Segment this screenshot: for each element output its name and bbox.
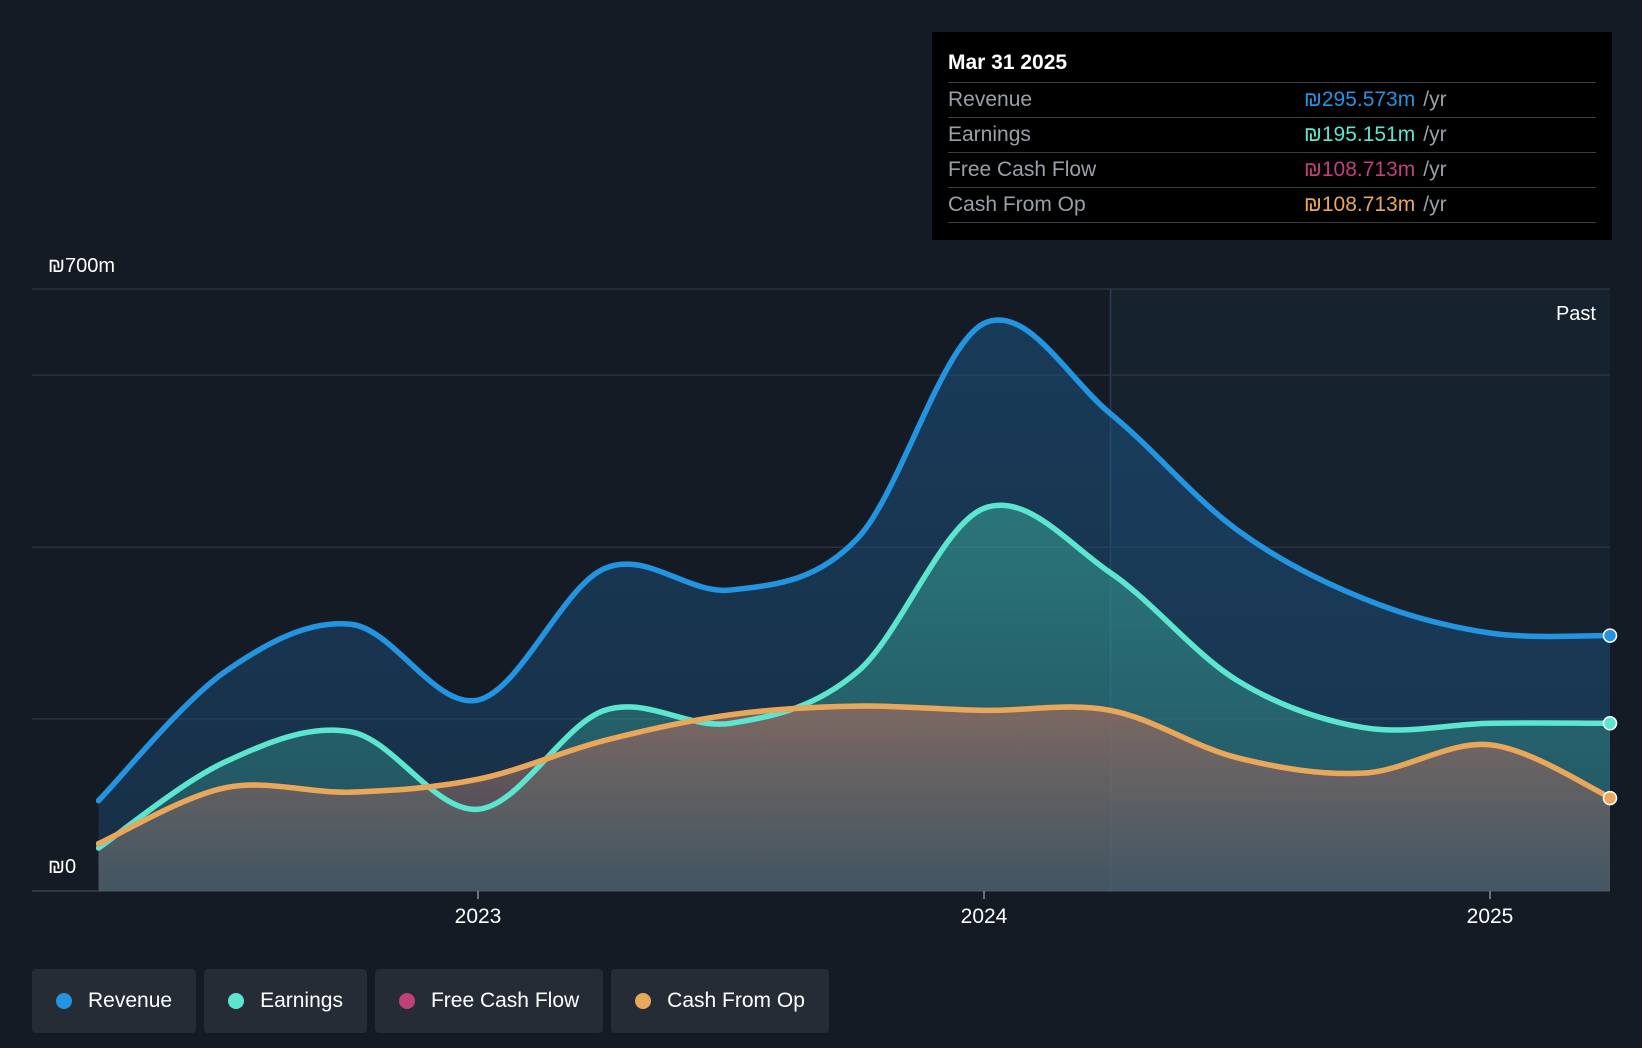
legend-item-revenue[interactable]: Revenue xyxy=(32,969,197,1033)
tooltip-value: ₪108.713m xyxy=(1304,193,1416,216)
legend-item-cash-from-op[interactable]: Cash From Op xyxy=(611,969,829,1033)
line-revenue xyxy=(96,317,1610,804)
endpoint-revenue xyxy=(1602,628,1618,643)
legend-label: Free Cash Flow xyxy=(430,989,580,1012)
past-label: Past xyxy=(1556,303,1596,325)
legend-dot-icon xyxy=(398,993,415,1009)
endpoint-cash-from-op xyxy=(1602,790,1618,806)
tooltip-value: ₪195.151m xyxy=(1304,123,1416,146)
x-tick-label: 2025 xyxy=(1467,905,1514,928)
legend-label: Revenue xyxy=(88,989,173,1012)
tooltip-label: Cash From Op xyxy=(948,193,1086,216)
tooltip-unit: /yr xyxy=(1423,123,1447,146)
line-cash-from-op xyxy=(96,703,1610,847)
chart: 2023 2024 2025 ₪700m ₪0 Past xyxy=(32,255,1618,928)
tooltip-row-revenue: Revenue ₪295.573m/yr xyxy=(948,83,1596,118)
series-areas xyxy=(98,320,1610,891)
tooltip-label: Free Cash Flow xyxy=(948,158,1097,181)
x-tick-label: 2023 xyxy=(455,905,502,928)
legend-item-earnings[interactable]: Earnings xyxy=(204,969,367,1033)
tooltip-value: ₪295.573m xyxy=(1304,88,1416,111)
tooltip-unit: /yr xyxy=(1423,193,1447,216)
tooltip-label: Revenue xyxy=(948,88,1033,111)
legend-label: Earnings xyxy=(260,989,343,1012)
tooltip-date: Mar 31 2025 xyxy=(948,46,1596,83)
tooltip-row-earnings: Earnings ₪195.151m/yr xyxy=(948,118,1596,153)
legend-item-free-cash-flow[interactable]: Free Cash Flow xyxy=(374,969,604,1033)
tooltip-row-free-cash-flow: Free Cash Flow ₪108.713m/yr xyxy=(948,153,1596,188)
legend-label: Cash From Op xyxy=(667,989,805,1012)
tooltip: Mar 31 2025 Revenue ₪295.573m/yr Earning… xyxy=(932,32,1612,240)
legend-dot-icon xyxy=(56,993,72,1009)
x-axis: 2023 2024 2025 xyxy=(455,891,1514,928)
y-axis-bottom-label: ₪0 xyxy=(48,856,76,878)
endpoint-earnings xyxy=(1602,716,1618,731)
tooltip-value: ₪108.713m xyxy=(1304,158,1416,181)
series-endpoints xyxy=(1602,628,1618,806)
line-earnings xyxy=(96,502,1610,851)
x-tick-label: 2024 xyxy=(961,905,1008,928)
y-axis-top-label: ₪700m xyxy=(48,255,115,277)
legend-dot-icon xyxy=(635,993,652,1009)
tooltip-unit: /yr xyxy=(1423,158,1447,181)
tooltip-unit: /yr xyxy=(1423,88,1447,111)
tooltip-label: Earnings xyxy=(948,123,1031,146)
tooltip-row-cash-from-op: Cash From Op ₪108.713m/yr xyxy=(948,188,1596,223)
legend: Revenue Earnings Free Cash Flow Cash Fro… xyxy=(32,969,829,1033)
legend-dot-icon xyxy=(228,993,245,1009)
series-lines xyxy=(96,317,1610,851)
area-cash-from-op xyxy=(98,706,1610,891)
